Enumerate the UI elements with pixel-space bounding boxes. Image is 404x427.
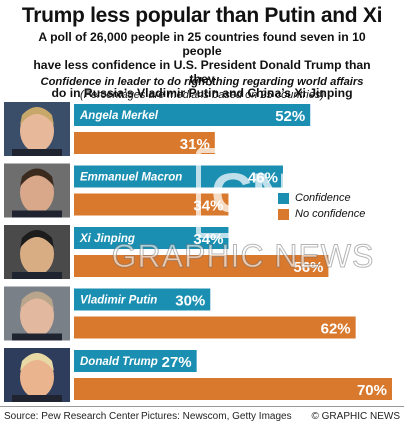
legend-item-confidence: Confidence (278, 190, 365, 206)
no-confidence-value-donald-trump: 70% (357, 382, 387, 399)
confidence-value-vladimir-putin: 30% (175, 293, 205, 310)
portrait-face-xi-jinping (20, 233, 54, 275)
no-confidence-bar-donald-trump (74, 378, 392, 400)
confidence-bar-angela-merkel (74, 104, 311, 126)
portrait-face-emmanuel-macron (20, 171, 54, 214)
portrait-shoulders-emmanuel-macron (12, 210, 62, 218)
confidence-bar-xi-jinping (74, 227, 229, 249)
no-confidence-value-vladimir-putin: 62% (321, 321, 351, 338)
legend-swatch-no-confidence (278, 208, 289, 220)
bar-name-label-vladimir-putin: Vladimir Putin (80, 295, 157, 307)
legend: Confidence No confidence (278, 190, 365, 222)
portrait-shoulders-xi-jinping (12, 272, 62, 279)
confidence-bar-emmanuel-macron (74, 165, 283, 188)
bar-name-label-emmanuel-macron: Emmanuel Macron (80, 172, 182, 184)
legend-item-no-confidence: No confidence (278, 206, 365, 222)
pictures-credit: Pictures: Newscom, Getty Images (141, 411, 292, 422)
confidence-value-emmanuel-macron: 46% (248, 170, 278, 187)
intro-line: A poll of 26,000 people in 25 countries … (38, 30, 366, 58)
footer: Source: Pew Research Center Pictures: Ne… (0, 406, 404, 427)
source-note: Source: Pew Research Center (4, 411, 140, 422)
portrait-shoulders-angela-merkel (12, 149, 62, 156)
legend-label-confidence: Confidence (295, 192, 351, 204)
no-confidence-bar-vladimir-putin (74, 316, 356, 339)
bar-name-label-xi-jinping: Xi Jinping (79, 233, 135, 245)
legend-label-no-confidence: No confidence (295, 208, 366, 220)
no-confidence-value-xi-jinping: 56% (293, 259, 323, 276)
portrait-hair-xi-jinping (20, 230, 54, 248)
copyright: © GRAPHIC NEWS (311, 411, 401, 422)
confidence-value-donald-trump: 27% (162, 354, 192, 371)
confidence-value-xi-jinping: 34% (193, 231, 223, 248)
confidence-value-angela-merkel: 52% (275, 108, 305, 125)
no-confidence-bar-xi-jinping (74, 255, 329, 277)
portrait-hair-vladimir-putin (20, 291, 54, 310)
legend-swatch-confidence (278, 192, 289, 204)
bar-name-label-angela-merkel: Angela Merkel (79, 110, 159, 122)
no-confidence-value-angela-merkel: 31% (180, 136, 210, 153)
portrait-shoulders-donald-trump (12, 395, 62, 402)
intro-line: do in Russia’s Vladimir Putin and China’… (51, 86, 353, 100)
no-confidence-value-emmanuel-macron: 34% (193, 198, 223, 215)
portrait-hair-donald-trump (20, 353, 54, 371)
confidence-bar-donald-trump (74, 350, 197, 372)
portrait-hair-angela-merkel (20, 107, 54, 125)
chart-subtitle: (Percentages are medians based on 25 cou… (80, 89, 324, 101)
no-confidence-bar-angela-merkel (74, 132, 215, 154)
intro-text: A poll of 26,000 people in 25 countries … (22, 30, 382, 100)
chart-title: Confidence in leader to do right thing r… (40, 76, 364, 88)
confidence-bar-vladimir-putin (74, 288, 211, 311)
intro-line: have less confidence in U.S. President D… (33, 58, 371, 86)
page-title: Trump less popular than Putin and Xi (21, 4, 383, 27)
portrait-face-angela-merkel (20, 110, 54, 152)
portrait-shoulders-vladimir-putin (12, 333, 62, 341)
portrait-face-donald-trump (20, 356, 54, 398)
portrait-face-vladimir-putin (20, 294, 54, 337)
no-confidence-bar-emmanuel-macron (74, 193, 229, 216)
portrait-hair-emmanuel-macron (20, 168, 54, 187)
bar-name-label-donald-trump: Donald Trump (80, 356, 158, 368)
